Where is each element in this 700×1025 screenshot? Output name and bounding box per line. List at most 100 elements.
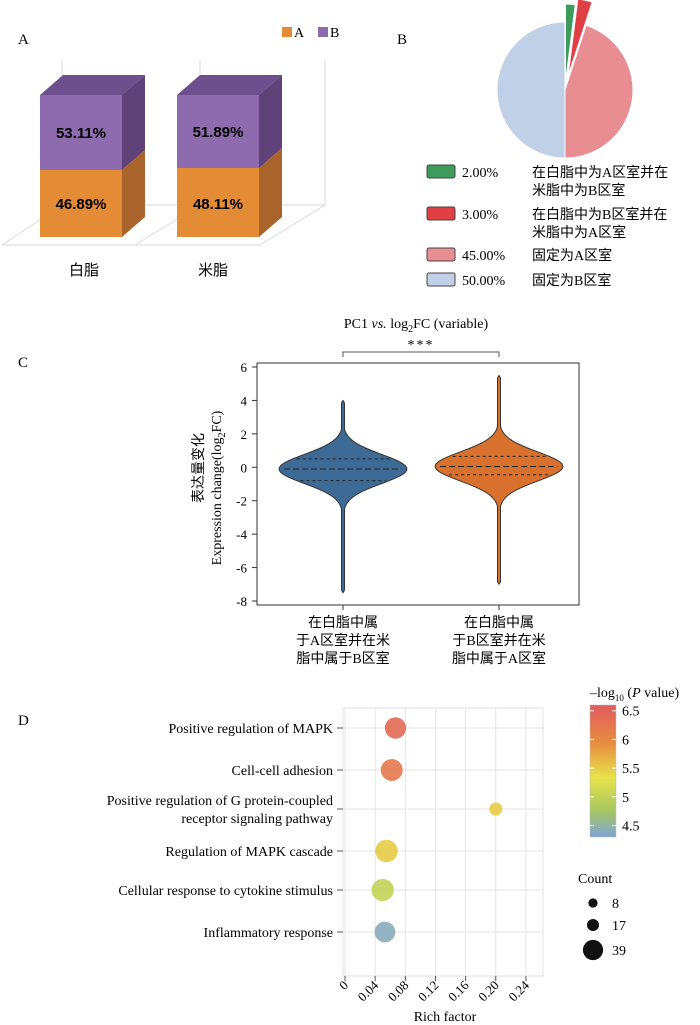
size-legend-label-2: 17: [612, 919, 626, 934]
color-legend-bar: [589, 704, 617, 838]
panel-d-label: D: [18, 713, 29, 729]
pie-legend-desc-1: 在白脂中为A区室并在: [532, 164, 668, 181]
color-tick-label: 4.5: [622, 820, 640, 835]
violin-ytick-label: 0: [241, 460, 248, 475]
size-legend-dot-3: [582, 939, 604, 961]
dot-xtick-label: 0.24: [505, 977, 532, 1004]
term-point-5: [371, 878, 394, 902]
bar2-a-side: [259, 148, 282, 237]
term-point-4: [375, 839, 398, 863]
pie-slice-1: [565, 3, 576, 83]
bar2-segment-b: [177, 95, 259, 168]
dot-xtick-label: 0.16: [445, 977, 472, 1004]
violin-ytick-label: -4: [236, 527, 247, 542]
violin-group-label-2: 脂中属于A区室: [452, 650, 546, 667]
term-label-2: Cell-cell adhesion: [232, 764, 333, 779]
size-legend-dot-2: [586, 918, 600, 932]
violin-title: PC1 vs. log2FC (variable): [344, 317, 489, 335]
size-legend-dot-1: [588, 898, 598, 908]
size-legend-label-1: 8: [612, 897, 619, 912]
violin-ylabel-cn: 表达量变化: [191, 433, 207, 503]
dot-xtick-label: 0.04: [355, 977, 382, 1004]
legend-a-swatch: [282, 27, 292, 37]
size-legend-title: Count: [578, 872, 612, 887]
pie-chart: [496, 0, 634, 159]
term-label-3: receptor signaling pathway: [181, 812, 333, 827]
term-label-4: Regulation of MAPK cascade: [165, 845, 333, 860]
violin-y-axis: 6 4 2 0 -2 -4 -6 -8: [236, 360, 257, 609]
bar1-top: [40, 75, 145, 95]
term-label-6: Inflammatory response: [204, 926, 333, 941]
violin-group-label-2: 在白脂中属: [464, 615, 534, 631]
pie-legend-pct-1: 2.00%: [462, 166, 499, 181]
violin-ytick-label: 4: [241, 393, 248, 408]
dot-plot-xlabel: Rich factor: [414, 1010, 477, 1025]
pie-legend-swatch-1: [426, 164, 456, 179]
violin-ytick-label: 6: [241, 360, 248, 375]
dot-plot-terms: Positive regulation of MAPK Cell-cell adh…: [107, 722, 343, 941]
color-tick-label: 6: [622, 733, 629, 748]
panel-a-label: A: [18, 32, 29, 48]
violin-ytick-label: -2: [236, 494, 247, 509]
violin-ytick-label: 2: [241, 427, 248, 442]
color-legend-title: –log10 (P value): [589, 686, 679, 703]
bar1-segment-a: [40, 170, 122, 237]
pie-slice-4: [496, 21, 566, 159]
color-legend-ticks: 6.5 6 5.5 5 4.5: [590, 705, 640, 835]
legend-a-label: A: [294, 26, 305, 41]
dot-xtick-label: 0: [336, 978, 351, 993]
bar2-b-side: [259, 75, 282, 168]
term-point-2: [380, 759, 403, 781]
bar2-segment-a: [177, 168, 259, 237]
legend-b-label: B: [330, 26, 339, 41]
bar1-a-label: 46.89%: [56, 196, 107, 213]
legend-b-swatch: [318, 27, 328, 37]
bar2-top: [177, 75, 282, 95]
pie-legend-desc-2: 在白脂中为B区室并在: [532, 206, 667, 223]
pie-legend-swatch-4: [426, 272, 456, 287]
violin-ylabel-en: Expression change(log2FC): [210, 410, 228, 565]
violin-ytick-label: -6: [236, 561, 247, 576]
category-label-1: 白脂: [69, 262, 99, 279]
bar1-segment-b: [40, 95, 122, 170]
panel-c-label: C: [18, 355, 28, 371]
violin-group-label-2: 于B区室并在米: [452, 632, 545, 649]
panel-a: A A B 53.11% 46.89%: [1, 26, 339, 279]
violin-2: [434, 374, 564, 586]
stacked-bar-1: 53.11% 46.89%: [40, 75, 145, 237]
term-point-3: [489, 802, 503, 816]
pie-legend-desc-3: 固定为A区室: [532, 247, 612, 264]
pie-slice-3: [564, 24, 634, 159]
pie-legend-swatch-2: [426, 206, 456, 221]
term-label-3: Positive regulation of G protein-coupled: [107, 794, 333, 809]
bar1-a-side: [122, 150, 145, 237]
violins: [278, 374, 564, 594]
color-tick-label: 6.5: [622, 705, 640, 720]
pie-legend-desc-1-cont: 米脂中为B区室: [532, 182, 625, 199]
dot-xtick-label: 0.20: [475, 978, 502, 1005]
pie-slice-2: [567, 0, 593, 77]
dot-plot-x-axis: 0 0.04 0.08 0.12 0.16 0.20 0.24: [336, 976, 532, 1004]
violin-group-label-1: 于A区室并在米: [296, 632, 390, 649]
panel-d: D Positive regulation of MAPK Cell-cell a…: [18, 686, 679, 1025]
significance-label: ***: [408, 338, 435, 353]
violin-plot-frame: [256, 362, 580, 606]
dot-plot-grid: [343, 708, 543, 976]
bar2-a-label: 48.11%: [193, 196, 243, 213]
term-label-1: Positive regulation of MAPK: [169, 722, 334, 737]
bar1-b-side: [122, 75, 145, 170]
term-point-1: [384, 717, 407, 739]
panel-b-label: B: [397, 32, 407, 48]
pie-legend-desc-2-cont: 米脂中为A区室: [532, 224, 626, 241]
dot-xtick-label: 0.12: [415, 978, 442, 1005]
dot-plot-points: [371, 717, 503, 943]
pie-legend-desc-4: 固定为B区室: [532, 272, 611, 289]
pie-legend-pct-4: 50.00%: [462, 274, 506, 289]
panel-c: C PC1 vs. log2FC (variable) *** 6 4 2 0 -2 -4…: [18, 317, 580, 667]
significance-bracket: [342, 351, 500, 357]
dot-plot-frame: [342, 707, 544, 977]
